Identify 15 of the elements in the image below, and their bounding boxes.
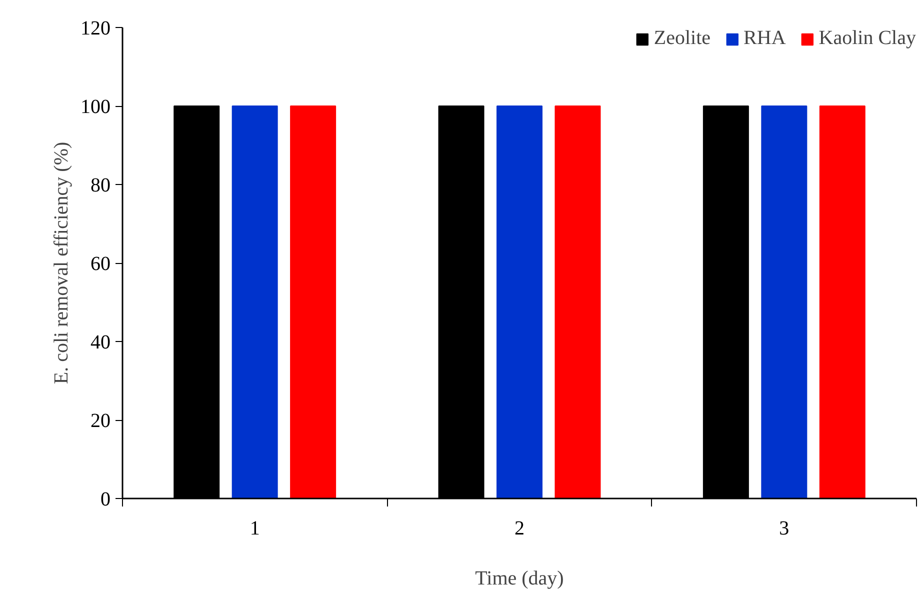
y-tick-label: 100 [80, 96, 110, 118]
y-tick-label: 20 [90, 410, 110, 432]
legend-label: RHA [744, 27, 786, 50]
legend-label: Zeolite [654, 27, 711, 50]
y-tick-label: 60 [90, 253, 110, 275]
y-tick-label: 120 [80, 18, 110, 40]
x-tick-label: 1 [250, 518, 260, 540]
y-tick-label: 40 [90, 332, 110, 354]
y-tick-label: 80 [90, 174, 110, 196]
y-tick-label: 0 [100, 488, 110, 510]
legend-label: Kaolin Clay [818, 27, 916, 50]
x-tick-label: 2 [514, 518, 524, 540]
x-tick-label: 3 [779, 518, 790, 540]
x-axis-title: Time (day) [475, 568, 564, 590]
y-axis-title: E. coli removal efficiency (%) [50, 142, 72, 384]
